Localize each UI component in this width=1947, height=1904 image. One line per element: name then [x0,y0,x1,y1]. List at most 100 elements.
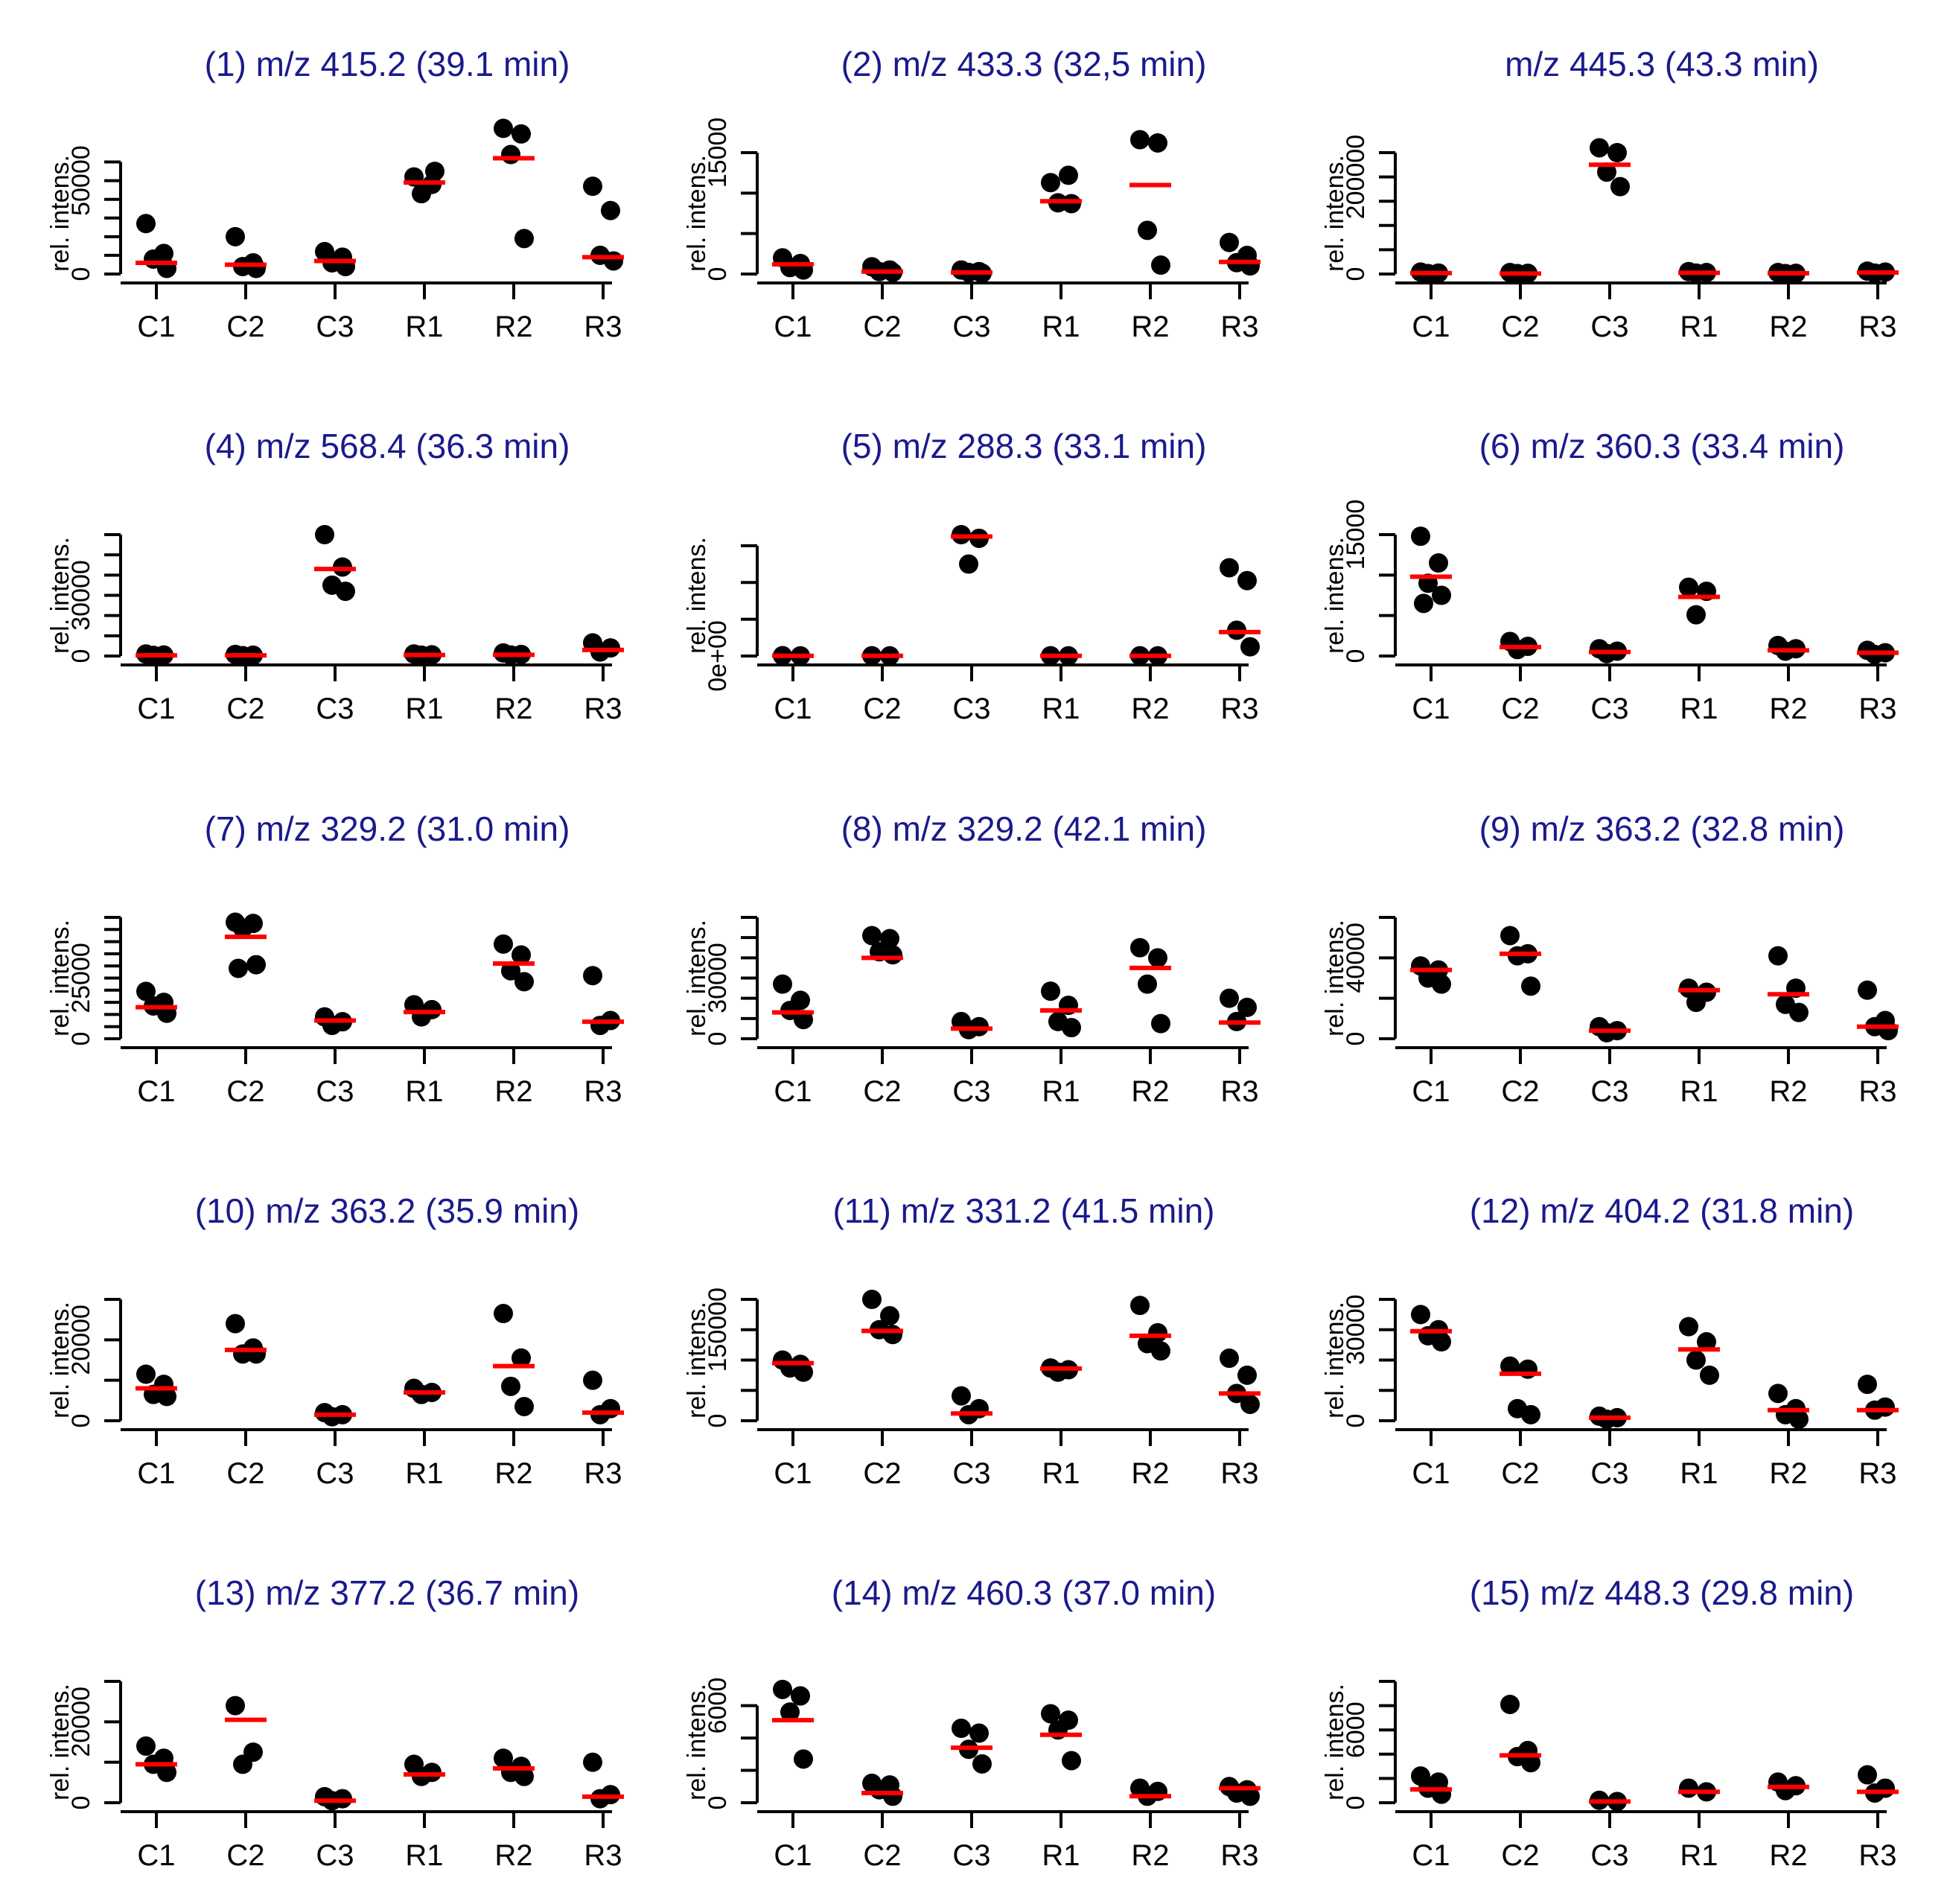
x-tick-label: R3 [1858,1075,1896,1108]
data-point [1432,585,1451,605]
data-point [791,1686,810,1706]
data-point [1679,1316,1698,1337]
x-tick-label: R1 [1042,692,1080,725]
panel-title: (15) m/z 448.3 (29.8 min) [1470,1573,1854,1612]
x-tick-label: R3 [1858,1839,1896,1872]
x-tick-label: R2 [494,1075,532,1108]
x-tick-label: R3 [1220,311,1258,343]
x-tick-label: R2 [1769,692,1807,725]
x-tick-label: R2 [1131,1075,1169,1108]
y-tick-label: 0 [67,1796,95,1810]
data-point [1521,976,1540,996]
x-tick-label: C3 [952,692,990,725]
x-tick-label: C3 [952,1839,990,1872]
panel-1: (1) m/z 415.2 (39.1 min) rel. intens.0 500… [46,45,624,343]
data-point [512,124,531,144]
x-tick-label: C3 [316,1075,354,1108]
data-point [583,176,602,197]
data-point [1521,1753,1540,1773]
data-point [336,582,355,602]
x-tick-label: C3 [316,311,354,343]
data-point [512,945,531,965]
data-point [1597,162,1616,182]
x-tick-label: C3 [316,1839,354,1872]
data-point [1220,232,1239,252]
y-axis-label: rel. intens. [46,920,74,1037]
x-tick-label: C2 [1501,1839,1539,1872]
panel-14: (14) m/z 460.3 (37.0 min) rel. intens.0 60… [683,1573,1261,1872]
data-point [136,1736,156,1756]
panel-5: (5) m/z 288.3 (33.1 min) rel. intens.0e+0… [683,427,1261,725]
data-point [1062,1751,1081,1771]
data-point [880,1306,899,1326]
x-tick-label: C1 [774,1075,812,1108]
x-tick-label: R3 [1858,692,1896,725]
x-tick-label: C1 [774,692,812,725]
x-tick-label: R1 [405,692,443,725]
data-point [501,961,520,981]
data-point [1789,1409,1809,1429]
data-point [1776,1780,1795,1800]
data-point [794,1362,813,1382]
x-tick-label: R2 [1131,311,1169,343]
data-point [1858,1375,1877,1395]
x-tick-label: C1 [137,1839,175,1872]
y-tick-label: 0 [704,1032,732,1046]
y-axis-label: rel. intens. [683,920,711,1037]
x-tick-label: C2 [863,1075,901,1108]
data-point [794,1010,813,1030]
panel-title: (9) m/z 363.2 (32.8 min) [1479,809,1845,848]
x-tick-label: C1 [1412,1839,1450,1872]
x-tick-label: C1 [774,311,812,343]
data-point [226,1314,245,1334]
y-tick-label: 0 [1342,649,1370,663]
y-tick-label: 0 [67,1032,95,1046]
data-point [512,1348,531,1368]
x-tick-label: R2 [1769,311,1807,343]
y-axis-label: rel. intens. [1321,1302,1349,1419]
data-point [1411,1305,1430,1325]
data-point [1500,926,1520,946]
x-tick-label: C3 [1590,311,1628,343]
data-point [1686,1350,1706,1370]
panel-title: (8) m/z 329.2 (42.1 min) [841,809,1207,848]
x-tick-label: C2 [1501,311,1539,343]
y-axis-label: rel. intens. [46,155,74,272]
data-point [136,981,156,1002]
data-point [1240,637,1260,657]
y-tick-label: 0 [1342,1414,1370,1428]
data-point [583,1752,602,1772]
y-tick-label: 25000 [67,943,95,1013]
y-tick-label: 15000 [704,118,732,188]
data-point [1041,1704,1060,1724]
data-point [1789,1002,1809,1022]
x-tick-label: C1 [1412,311,1450,343]
y-axis-label: rel. intens. [46,537,74,654]
x-tick-label: R3 [584,1839,622,1872]
y-tick-label: 0 [704,267,732,281]
y-tick-label: 6000 [704,1678,732,1734]
x-tick-label: R3 [1858,1457,1896,1490]
x-tick-label: R3 [584,1457,622,1490]
data-point [1062,194,1081,214]
x-tick-label: C2 [1501,1457,1539,1490]
data-point [157,1386,176,1407]
data-point [246,258,266,278]
data-point [1414,593,1433,614]
panel-title: (1) m/z 415.2 (39.1 min) [205,45,570,83]
panel-15: (15) m/z 448.3 (29.8 min) rel. intens.0 60… [1321,1573,1899,1872]
data-point [1500,1356,1520,1376]
x-tick-label: C1 [137,311,175,343]
data-point [972,1754,992,1774]
data-point [494,1304,513,1324]
panel-2: (2) m/z 433.3 (32,5 min) rel. intens.0 150… [683,45,1261,343]
data-point [1768,1384,1788,1404]
data-point [226,1696,245,1716]
data-point [229,958,248,978]
data-point [1151,255,1170,276]
data-point [773,974,792,994]
y-tick-label: 0e+00 [704,620,732,692]
data-point [1679,577,1698,597]
data-point [1059,165,1078,185]
